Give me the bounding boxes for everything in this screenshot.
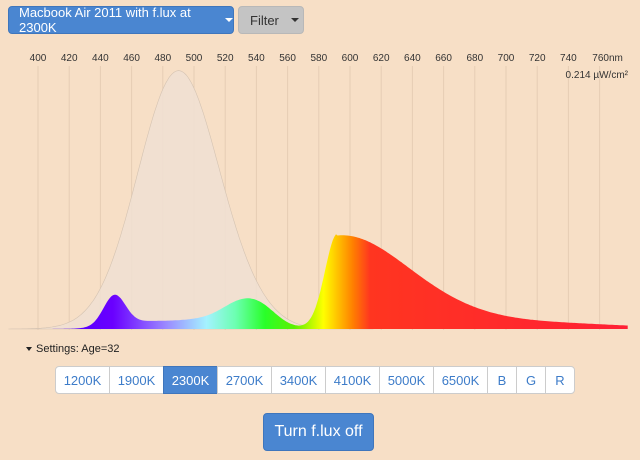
wavelength-tick-label: 700 xyxy=(498,53,515,64)
temperature-button-6500k[interactable]: 6500K xyxy=(433,366,488,394)
turn-flux-off-label: Turn f.lux off xyxy=(274,423,363,440)
turn-flux-off-button[interactable]: Turn f.lux off xyxy=(263,413,374,451)
device-dropdown-label: Macbook Air 2011 with f.lux at 2300K xyxy=(19,5,191,35)
wavelength-tick-label: 760nm xyxy=(592,53,623,64)
wavelength-tick-label: 600 xyxy=(342,53,359,64)
wavelength-tick-label: 520 xyxy=(217,53,234,64)
temperature-button-g[interactable]: G xyxy=(516,366,546,394)
temperature-button-3400k[interactable]: 3400K xyxy=(271,366,326,394)
wavelength-tick-label: 640 xyxy=(404,53,421,64)
temperature-button-5000k[interactable]: 5000K xyxy=(379,366,434,394)
filter-dropdown-label: Filter xyxy=(250,12,279,28)
caret-down-icon xyxy=(26,347,32,351)
filter-dropdown-button[interactable]: Filter xyxy=(238,6,304,34)
settings-label: Settings: Age=32 xyxy=(36,343,120,355)
temperature-button-2700k[interactable]: 2700K xyxy=(217,366,272,394)
wavelength-tick-label: 620 xyxy=(373,53,390,64)
chevron-down-icon xyxy=(290,18,299,22)
temperature-button-2300k[interactable]: 2300K xyxy=(163,366,218,394)
wavelength-tick-label: 560 xyxy=(279,53,296,64)
wavelength-tick-label: 660 xyxy=(435,53,452,64)
wavelength-tick-label: 680 xyxy=(466,53,483,64)
spectrum-chart: 400 420 440 460 480 500 520 540 560 580 600 620 640 6… xyxy=(8,53,629,330)
wavelength-tick-label: 400 xyxy=(30,53,47,64)
wavelength-tick-label: 740 xyxy=(560,53,577,64)
color-temperature-group: 1200K 1900K 2300K 2700K 3400K 4100K 5000K 6500K… xyxy=(55,366,575,394)
wavelength-tick-label: 580 xyxy=(310,53,327,64)
settings-toggle[interactable]: Settings: Age=32 xyxy=(26,343,119,355)
display-spectrum-curve xyxy=(42,234,628,329)
temperature-button-1900k[interactable]: 1900K xyxy=(109,366,164,394)
temperature-button-4100k[interactable]: 4100K xyxy=(325,366,380,394)
wavelength-tick-label: 480 xyxy=(154,53,171,64)
temperature-button-b[interactable]: B xyxy=(487,366,517,394)
wavelength-tick-label: 440 xyxy=(92,53,109,64)
temperature-button-1200k[interactable]: 1200K xyxy=(55,366,110,394)
chevron-down-icon xyxy=(225,18,233,22)
temperature-button-r[interactable]: R xyxy=(545,366,575,394)
wavelength-tick-label: 540 xyxy=(248,53,265,64)
wavelength-tick-label: 460 xyxy=(123,53,140,64)
wavelength-tick-label: 420 xyxy=(61,53,78,64)
power-label: 0.214 µW/cm² xyxy=(566,70,629,81)
wavelength-tick-label: 500 xyxy=(186,53,203,64)
wavelength-axis: 400 420 440 460 480 500 520 540 560 580 600 620 640 6… xyxy=(30,53,623,64)
device-dropdown-button[interactable]: Macbook Air 2011 with f.lux at 2300K xyxy=(8,5,234,35)
wavelength-tick-label: 720 xyxy=(529,53,546,64)
